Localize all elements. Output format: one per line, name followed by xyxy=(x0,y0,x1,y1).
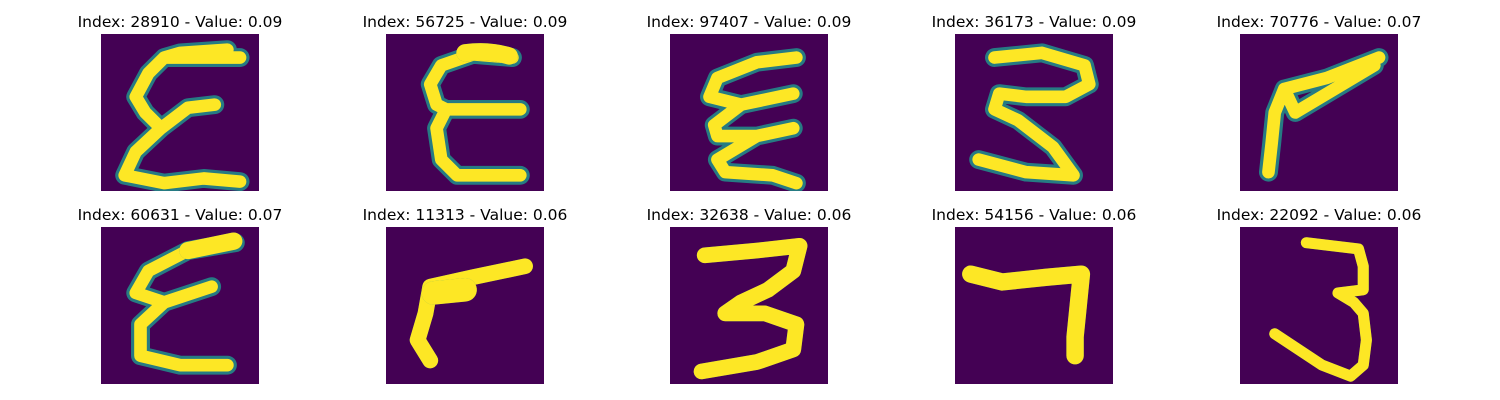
panel-title: Index: 54156 - Value: 0.06 xyxy=(931,206,1137,224)
digit-image xyxy=(955,227,1113,384)
digit-image xyxy=(386,227,544,384)
digit-image xyxy=(101,227,259,384)
digit-image xyxy=(1240,34,1398,191)
digit-image xyxy=(1240,227,1398,384)
digit-image xyxy=(955,34,1113,191)
panel-title: Index: 22092 - Value: 0.06 xyxy=(1216,206,1422,224)
digit-image xyxy=(101,34,259,191)
panel-title: Index: 32638 - Value: 0.06 xyxy=(646,206,852,224)
panel-title: Index: 60631 - Value: 0.07 xyxy=(77,206,283,224)
panel-title: Index: 36173 - Value: 0.09 xyxy=(931,13,1137,31)
panel-title: Index: 11313 - Value: 0.06 xyxy=(362,206,568,224)
digit-image xyxy=(386,34,544,191)
digit-image xyxy=(670,34,828,191)
panel-title: Index: 97407 - Value: 0.09 xyxy=(646,13,852,31)
panel-title: Index: 70776 - Value: 0.07 xyxy=(1216,13,1422,31)
panel-title: Index: 28910 - Value: 0.09 xyxy=(77,13,283,31)
digit-image xyxy=(670,227,828,384)
panel-title: Index: 56725 - Value: 0.09 xyxy=(362,13,568,31)
